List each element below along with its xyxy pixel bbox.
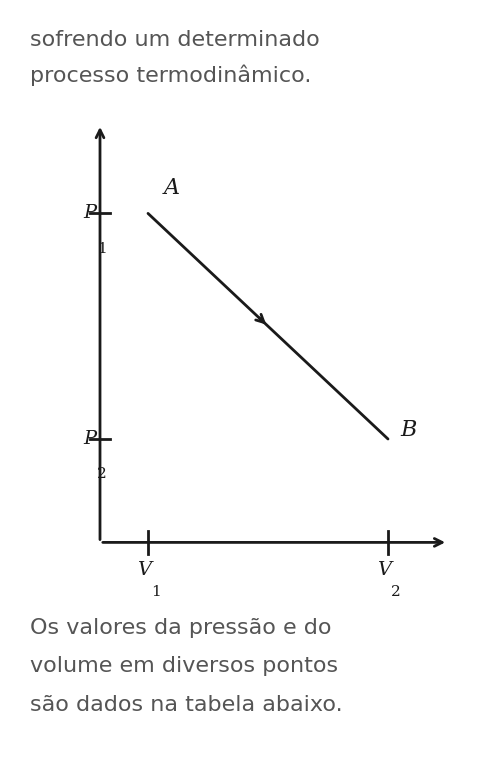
Text: P: P xyxy=(83,430,96,448)
Text: A: A xyxy=(164,177,180,199)
Text: P: P xyxy=(83,204,96,223)
Text: 1: 1 xyxy=(151,584,161,599)
Text: são dados na tabela abaixo.: são dados na tabela abaixo. xyxy=(30,695,343,715)
Text: 2: 2 xyxy=(97,467,107,481)
Text: V: V xyxy=(137,561,151,579)
Text: B: B xyxy=(400,418,416,441)
Text: Os valores da pressão e do: Os valores da pressão e do xyxy=(30,618,331,638)
Text: 1: 1 xyxy=(97,241,107,255)
Text: 2: 2 xyxy=(391,584,401,599)
Text: processo termodinâmico.: processo termodinâmico. xyxy=(30,65,311,86)
Text: sofrendo um determinado: sofrendo um determinado xyxy=(30,30,320,50)
Text: volume em diversos pontos: volume em diversos pontos xyxy=(30,656,339,676)
Text: V: V xyxy=(377,561,391,579)
